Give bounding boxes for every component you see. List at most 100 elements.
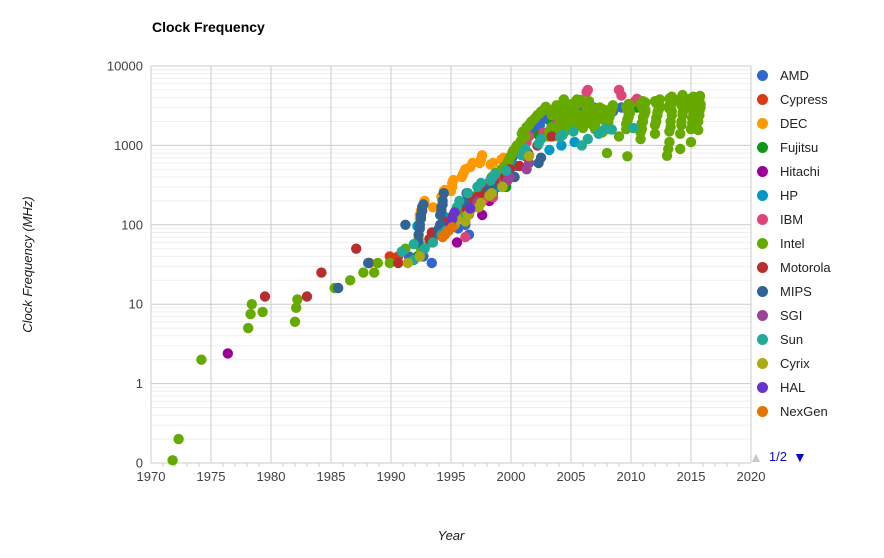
- data-point: [666, 91, 677, 102]
- series-intel: [167, 89, 706, 466]
- data-point: [535, 152, 547, 163]
- legend-swatch-icon: [757, 333, 768, 345]
- legend-label: Cypress: [780, 91, 828, 107]
- x-tick-label: 1995: [437, 469, 466, 484]
- legend-item-nexgen: NexGen: [752, 399, 882, 423]
- data-point: [460, 231, 471, 243]
- data-point: [427, 202, 439, 213]
- data-point: [649, 128, 661, 139]
- legend-item-hitachi: Hitachi: [752, 159, 882, 183]
- data-point: [259, 291, 271, 302]
- legend-swatch-icon: [757, 357, 768, 369]
- series-nexgen: [437, 222, 458, 243]
- legend-swatch-icon: [757, 381, 768, 393]
- legend-page-down-icon[interactable]: ▼: [792, 448, 807, 465]
- major-gridlines: [150, 65, 752, 464]
- data-point: [546, 131, 557, 142]
- data-point: [400, 219, 411, 230]
- data-point: [414, 251, 425, 262]
- data-point: [694, 90, 706, 102]
- data-point: [245, 308, 256, 320]
- x-tick-label: 1970: [137, 469, 166, 484]
- data-point: [351, 243, 362, 254]
- legend-item-motorola: Motorola: [752, 255, 882, 279]
- legend-item-ibm: IBM: [752, 207, 882, 231]
- data-point: [685, 136, 697, 148]
- y-tick-label: 1: [136, 376, 143, 391]
- legend-label: Cyrix: [780, 355, 810, 371]
- data-point: [556, 140, 567, 151]
- y-tick-label: 10: [129, 297, 143, 312]
- data-point: [544, 144, 555, 156]
- data-point: [437, 195, 448, 207]
- legend-item-sgi: SGI: [752, 303, 882, 327]
- legend-pager: ▲ 1/2 ▼: [749, 449, 807, 464]
- data-point: [345, 275, 356, 286]
- legend-swatch-icon: [757, 189, 768, 201]
- data-point: [501, 165, 512, 176]
- legend-item-fujitsu: Fujitsu: [752, 135, 882, 159]
- data-point: [333, 282, 344, 294]
- data-point: [616, 90, 627, 101]
- data-point: [520, 131, 531, 142]
- data-point: [257, 306, 268, 318]
- data-point: [427, 237, 439, 248]
- data-point: [546, 121, 557, 133]
- data-point: [292, 294, 303, 305]
- x-tick-label: 2020: [737, 469, 766, 484]
- data-point: [384, 257, 395, 269]
- legend: AMD Cypress DEC Fujitsu Hitachi HP IBM Intel Mot…: [752, 63, 882, 423]
- data-point: [467, 157, 478, 169]
- data-point: [369, 267, 380, 278]
- data-point: [402, 257, 413, 269]
- data-point: [462, 188, 473, 199]
- data-point: [535, 133, 547, 145]
- data-point: [664, 136, 675, 148]
- data-point: [675, 128, 686, 139]
- data-point: [475, 177, 487, 189]
- x-tick-label: 1985: [317, 469, 346, 484]
- data-point: [654, 94, 665, 105]
- data-point: [451, 237, 463, 248]
- legend-swatch-icon: [757, 117, 768, 129]
- data-point: [677, 89, 688, 101]
- data-point: [497, 181, 508, 193]
- data-point: [291, 302, 302, 313]
- legend-label: Fujitsu: [780, 139, 819, 155]
- data-point: [454, 195, 465, 207]
- legend-item-sun: Sun: [752, 327, 882, 351]
- legend-page-label: 1/2: [768, 449, 787, 464]
- data-points: [167, 84, 706, 466]
- series-hal: [445, 203, 476, 230]
- x-tick-label: 1990: [377, 469, 406, 484]
- legend-label: SGI: [780, 307, 803, 323]
- y-tick-label: 100: [121, 217, 143, 232]
- legend-label: DEC: [780, 115, 808, 131]
- data-point: [606, 124, 617, 135]
- legend-label: Sun: [780, 331, 804, 347]
- legend-label: MIPS: [780, 283, 812, 299]
- legend-item-mips: MIPS: [752, 279, 882, 303]
- legend-swatch-icon: [757, 285, 768, 297]
- data-point: [246, 299, 257, 310]
- y-tick-label: 1000: [114, 138, 143, 153]
- data-point: [557, 129, 568, 141]
- legend-page-up-icon[interactable]: ▲: [749, 448, 763, 465]
- data-point: [675, 143, 686, 155]
- legend-label: Motorola: [780, 259, 831, 275]
- data-point: [426, 257, 437, 269]
- data-point: [419, 243, 430, 254]
- x-tick-label: 1975: [197, 469, 226, 484]
- y-tick-label: 10000: [107, 59, 143, 74]
- data-point: [465, 203, 476, 214]
- legend-swatch-icon: [757, 309, 768, 321]
- data-point: [393, 257, 404, 269]
- data-point: [487, 157, 499, 169]
- y-tick-label: 0: [136, 456, 143, 471]
- data-point: [316, 267, 327, 278]
- data-point: [523, 150, 535, 162]
- data-point: [438, 188, 449, 199]
- data-point: [693, 124, 704, 136]
- data-point: [222, 348, 233, 359]
